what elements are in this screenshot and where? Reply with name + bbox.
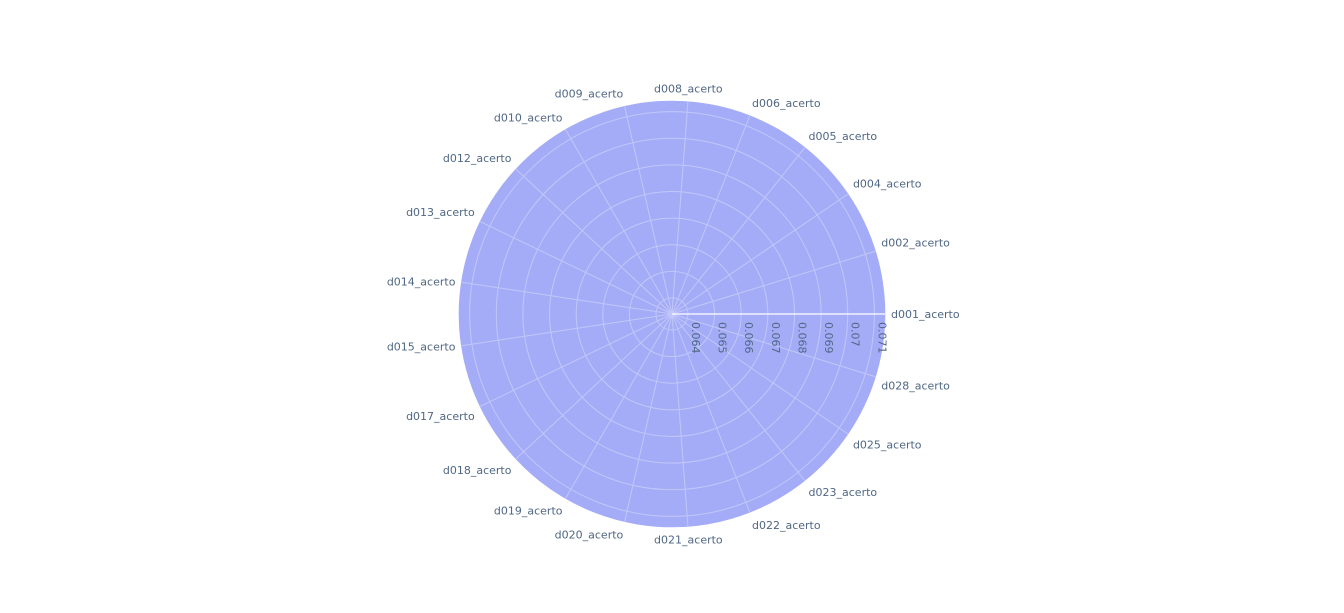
angular-grid-line: [565, 129, 673, 315]
angular-grid-line: [479, 221, 673, 315]
category-label-d014_acerto: d014_acerto: [387, 275, 456, 288]
category-label-d001_acerto: d001_acerto: [891, 308, 960, 321]
angular-grid-line: [479, 313, 673, 407]
angular-grid-line: [671, 250, 876, 315]
radial-tick-label: 0.071: [875, 322, 888, 354]
category-label-d008_acerto: d008_acerto: [654, 83, 723, 96]
radial-tick-label: 0.067: [769, 322, 782, 354]
category-label-d018_acerto: d018_acerto: [443, 464, 512, 477]
category-label-d017_acerto: d017_acerto: [406, 410, 475, 423]
angular-grid-line: [565, 313, 673, 499]
category-label-d023_acerto: d023_acerto: [809, 486, 878, 499]
category-label-d002_acerto: d002_acerto: [881, 236, 950, 249]
category-label-d021_acerto: d021_acerto: [654, 533, 723, 546]
category-label-d010_acerto: d010_acerto: [494, 111, 563, 124]
radial-tick-label: 0.069: [822, 322, 835, 354]
category-label-d025_acerto: d025_acerto: [853, 438, 922, 451]
angular-grid-line: [671, 147, 806, 315]
category-label-d004_acerto: d004_acerto: [853, 178, 922, 191]
angular-grid-line: [515, 168, 673, 315]
radial-tick-label: 0.065: [716, 322, 729, 354]
category-label-d005_acerto: d005_acerto: [809, 130, 878, 143]
category-label-d028_acerto: d028_acerto: [881, 380, 950, 393]
angular-grid-line: [671, 101, 689, 315]
category-label-d015_acerto: d015_acerto: [387, 341, 456, 354]
angular-grid-line: [461, 281, 673, 315]
radial-tick-label: 0.07: [849, 322, 862, 347]
category-label-d006_acerto: d006_acerto: [752, 97, 821, 110]
category-label-d020_acerto: d020_acerto: [555, 529, 624, 542]
angular-grid-line: [515, 313, 673, 460]
angular-grid-line: [671, 313, 751, 513]
radial-tick-label: 0.066: [742, 322, 755, 354]
angular-grid-line: [671, 115, 751, 315]
angular-grid-line: [671, 313, 876, 378]
angular-grid-line: [671, 193, 849, 315]
angular-grid-line: [624, 313, 673, 522]
angular-grid-line: [671, 313, 806, 481]
angular-grid-line: [671, 313, 849, 435]
category-label-d009_acerto: d009_acerto: [555, 87, 624, 100]
category-label-d022_acerto: d022_acerto: [752, 519, 821, 532]
category-label-d019_acerto: d019_acerto: [494, 505, 563, 518]
radial-tick-label: 0.064: [689, 322, 702, 354]
angular-grid-line: [461, 313, 673, 347]
angular-grid-line: [671, 313, 689, 527]
category-label-d012_acerto: d012_acerto: [443, 152, 512, 165]
category-label-d013_acerto: d013_acerto: [406, 206, 475, 219]
radial-tick-label: 0.068: [795, 322, 808, 354]
angular-grid-line: [624, 106, 673, 315]
